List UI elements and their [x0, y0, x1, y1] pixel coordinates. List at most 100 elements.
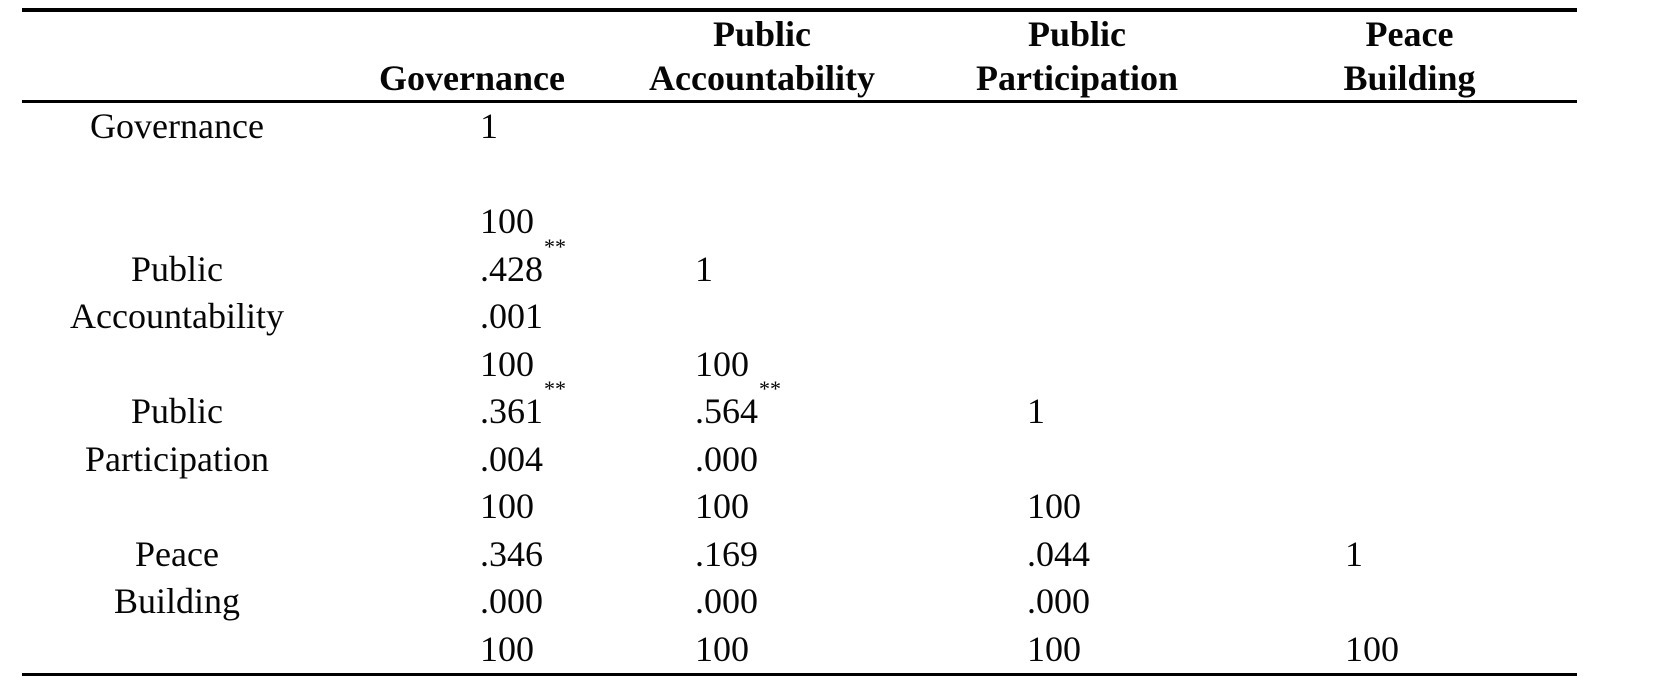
- sig-value: .000: [1027, 581, 1090, 621]
- correlation-value: .428**: [480, 235, 612, 294]
- correlation-value: .361**: [480, 378, 612, 436]
- cell-participation-accountability: .564** .000 100: [612, 378, 912, 531]
- table-row-governance: Governance 1 100: [22, 102, 1577, 246]
- row-label: Peace Building: [22, 531, 332, 675]
- row-label-line2: Accountability: [70, 296, 284, 336]
- correlation-number: 1: [1027, 391, 1045, 431]
- row-label-line1: Public: [130, 391, 223, 431]
- correlation-number: .044: [1027, 533, 1090, 574]
- row-label-line2: Participation: [85, 438, 269, 479]
- n-value: 100: [1345, 628, 1399, 669]
- n-value: [1345, 341, 1577, 389]
- row-label: Public Accountability: [22, 246, 332, 389]
- correlation-number: 1: [695, 248, 713, 289]
- correlation-number: .169: [695, 533, 758, 574]
- correlation-value: 1: [1027, 388, 1242, 436]
- sig-value: [695, 151, 912, 199]
- row-label: Public Participation: [22, 388, 332, 531]
- cell-governance-governance: 1 100: [332, 102, 612, 246]
- correlation-matrix: Governance Public Accountability Public …: [22, 8, 1577, 676]
- n-value: [695, 198, 912, 246]
- correlation-number: .428: [480, 248, 543, 289]
- correlation-value: [1345, 388, 1577, 436]
- n-value: [1345, 198, 1577, 246]
- sig-value: .004: [480, 438, 543, 479]
- n-value: [1345, 483, 1577, 531]
- n-value: 100: [480, 486, 534, 526]
- column-header-public-accountability: Public Accountability: [612, 10, 912, 103]
- n-value: 100: [480, 201, 534, 241]
- correlation-number: .346: [480, 533, 543, 574]
- correlation-number: .564: [695, 391, 758, 431]
- significance-stars: **: [544, 376, 566, 401]
- header-line2: Building: [1343, 58, 1476, 98]
- correlation-value: 1: [480, 103, 612, 151]
- cell-peace-accountability: .169 .000 100: [612, 531, 912, 675]
- row-label-line1: Governance: [90, 106, 264, 146]
- correlation-value: 1: [1345, 531, 1577, 579]
- sig-value: [1345, 151, 1577, 199]
- cell-empty: [1242, 102, 1577, 246]
- correlation-number: 1: [1345, 533, 1363, 574]
- n-value: 100: [695, 628, 749, 669]
- correlation-value: [1345, 103, 1577, 151]
- cell-participation-governance: .361** .004 100: [332, 378, 612, 531]
- cell-empty: [1242, 246, 1577, 389]
- cell-peace-governance: .346 .000 100: [332, 531, 612, 675]
- correlation-value: [1027, 103, 1242, 151]
- row-label-line2: Building: [113, 581, 241, 621]
- correlation-value: .564**: [695, 378, 912, 436]
- cell-empty: [912, 246, 1242, 389]
- n-value: [1027, 341, 1242, 389]
- header-line1: Public: [1027, 14, 1126, 54]
- n-value: 100: [695, 486, 749, 526]
- sig-value: .000: [480, 581, 543, 621]
- correlation-value: .346: [480, 531, 612, 579]
- significance-stars: **: [759, 376, 781, 401]
- header-line1: Public: [712, 14, 811, 54]
- table-row-peace-building: Peace Building .346 .000 100 .169 .000 1…: [22, 531, 1577, 675]
- row-label-line2: [22, 151, 332, 199]
- correlation-number: .361: [480, 391, 543, 431]
- column-header-public-participation: Public Participation: [912, 10, 1242, 103]
- cell-peace-peace: 1 100: [1242, 531, 1577, 675]
- n-value: [1027, 198, 1242, 246]
- header-line1: Peace: [1365, 14, 1454, 54]
- correlation-value: [695, 103, 912, 151]
- correlation-number: 1: [480, 106, 498, 146]
- column-header-peace-building: Peace Building: [1242, 10, 1577, 103]
- sig-value: .000: [695, 438, 758, 479]
- correlation-value: .044: [1027, 531, 1242, 579]
- row-label: Governance: [22, 102, 332, 246]
- n-value: 100: [1027, 486, 1081, 526]
- table-row-public-participation: Public Participation .361** .004 100 .56…: [22, 378, 1577, 531]
- cell-participation-participation: 1 100: [912, 388, 1242, 531]
- header-row: Governance Public Accountability Public …: [22, 10, 1577, 103]
- sig-value: [1027, 293, 1242, 341]
- correlation-table: Governance Public Accountability Public …: [22, 8, 1577, 676]
- header-line1: [332, 12, 612, 56]
- sig-value: [1345, 578, 1577, 626]
- correlation-value: 1: [695, 246, 912, 294]
- cell-empty: [612, 102, 912, 246]
- row-label-line1: Public: [130, 248, 223, 289]
- corner-cell: [22, 10, 332, 103]
- header-line2: Accountability: [648, 58, 875, 98]
- sig-value: .000: [695, 581, 758, 621]
- n-value: 100: [480, 343, 534, 384]
- sig-value: [1027, 436, 1242, 484]
- sig-value: [1345, 436, 1577, 484]
- column-header-governance: Governance: [332, 10, 612, 103]
- cell-empty: [912, 102, 1242, 246]
- header-line2: Participation: [976, 58, 1178, 98]
- header-line2: Governance: [379, 58, 565, 98]
- sig-value: [1345, 293, 1577, 341]
- correlation-value: [1027, 246, 1242, 294]
- table-row-public-accountability: Public Accountability .428** .001 100 1 …: [22, 235, 1577, 389]
- n-value: 100: [1027, 628, 1081, 669]
- sig-value: [695, 293, 912, 341]
- n-value: 100: [480, 628, 534, 669]
- correlation-value: [1345, 246, 1577, 294]
- n-value: 100: [695, 343, 749, 384]
- sig-value: [480, 151, 612, 199]
